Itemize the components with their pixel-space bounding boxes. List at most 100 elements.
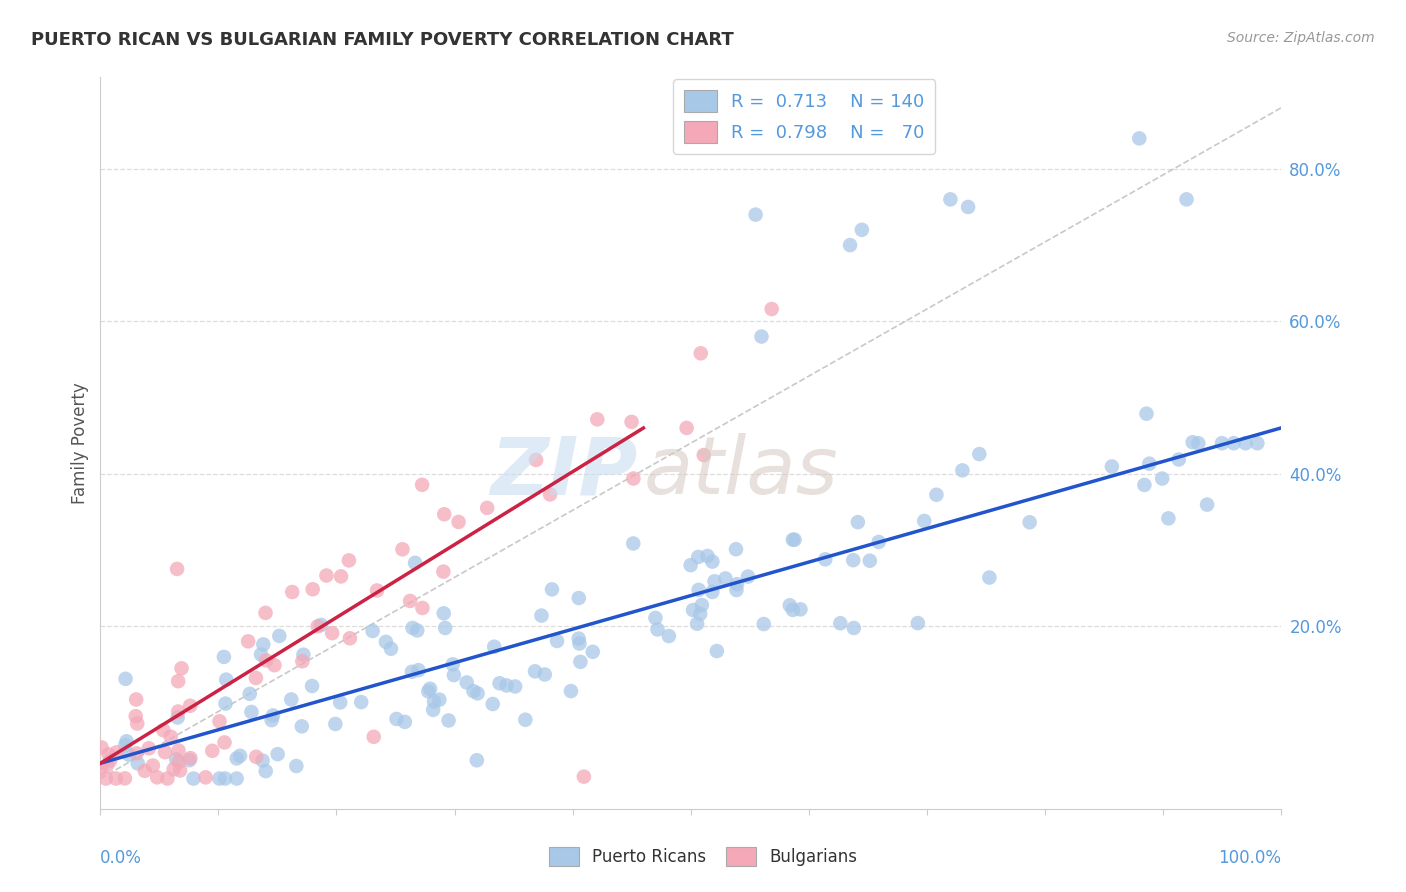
Point <box>675 421 697 435</box>
Point <box>291 654 314 668</box>
Point <box>280 692 302 706</box>
Point <box>401 621 423 635</box>
Point <box>418 684 440 698</box>
Y-axis label: Family Poverty: Family Poverty <box>72 383 89 504</box>
Point <box>194 770 217 784</box>
Point <box>96 758 118 772</box>
Point <box>702 585 724 599</box>
Point <box>846 515 869 529</box>
Point <box>737 569 759 583</box>
Point <box>239 687 262 701</box>
Point <box>842 553 865 567</box>
Point <box>406 624 429 638</box>
Point <box>789 602 811 616</box>
Point <box>215 673 238 687</box>
Point <box>165 752 187 766</box>
Point <box>262 708 284 723</box>
Point <box>114 739 136 753</box>
Point <box>541 582 564 597</box>
Point <box>725 577 748 591</box>
Point <box>105 745 128 759</box>
Point <box>167 674 190 689</box>
Point <box>907 616 929 631</box>
Point <box>254 606 277 620</box>
Text: PUERTO RICAN VS BULGARIAN FAMILY POVERTY CORRELATION CHART: PUERTO RICAN VS BULGARIAN FAMILY POVERTY… <box>31 31 734 49</box>
Point <box>1222 436 1244 450</box>
Point <box>254 764 277 778</box>
Point <box>456 675 478 690</box>
Point <box>658 629 681 643</box>
Point <box>714 571 737 585</box>
Point <box>361 624 384 638</box>
Point <box>1137 457 1160 471</box>
Point <box>434 621 457 635</box>
Point <box>90 740 112 755</box>
Point <box>134 764 156 778</box>
Point <box>689 346 711 360</box>
Point <box>366 583 388 598</box>
Point <box>779 599 801 613</box>
Point <box>689 607 711 621</box>
Point <box>118 747 141 762</box>
Point <box>751 329 773 343</box>
Point <box>1128 131 1150 145</box>
Point <box>90 762 112 776</box>
Point <box>1187 436 1209 450</box>
Point <box>515 713 537 727</box>
Point <box>432 565 454 579</box>
Point <box>1133 478 1156 492</box>
Point <box>97 747 120 762</box>
Point <box>696 549 718 563</box>
Point <box>94 772 117 786</box>
Point <box>1167 452 1189 467</box>
Point <box>138 741 160 756</box>
Point <box>621 536 644 550</box>
Point <box>524 453 547 467</box>
Point <box>125 747 148 761</box>
Point <box>125 692 148 706</box>
Point <box>411 601 433 615</box>
Point <box>568 632 591 646</box>
Point <box>127 756 149 771</box>
Point <box>679 558 702 573</box>
Point <box>380 641 402 656</box>
Point <box>419 681 441 696</box>
Point <box>1101 459 1123 474</box>
Point <box>167 705 190 719</box>
Point <box>250 648 273 662</box>
Point <box>309 618 332 632</box>
Point <box>266 747 288 761</box>
Point <box>1135 407 1157 421</box>
Point <box>1152 471 1174 485</box>
Point <box>467 686 489 700</box>
Point <box>488 676 510 690</box>
Point <box>688 549 710 564</box>
Point <box>560 684 582 698</box>
Point <box>925 488 948 502</box>
Point <box>166 562 188 576</box>
Point <box>179 698 201 713</box>
Point <box>169 764 191 778</box>
Point <box>214 697 236 711</box>
Point <box>465 753 488 767</box>
Point <box>225 772 247 786</box>
Point <box>533 667 555 681</box>
Point <box>702 555 724 569</box>
Point <box>263 658 285 673</box>
Point <box>682 603 704 617</box>
Point <box>125 709 148 723</box>
Point <box>208 772 231 786</box>
Point <box>363 730 385 744</box>
Point <box>315 568 337 582</box>
Point <box>114 772 136 786</box>
Text: atlas: atlas <box>644 434 838 511</box>
Point <box>586 412 609 426</box>
Point <box>647 623 669 637</box>
Point <box>912 514 935 528</box>
Point <box>391 542 413 557</box>
Point <box>1197 498 1219 512</box>
Point <box>830 616 852 631</box>
Point <box>166 710 188 724</box>
Point <box>423 694 446 708</box>
Point <box>979 570 1001 584</box>
